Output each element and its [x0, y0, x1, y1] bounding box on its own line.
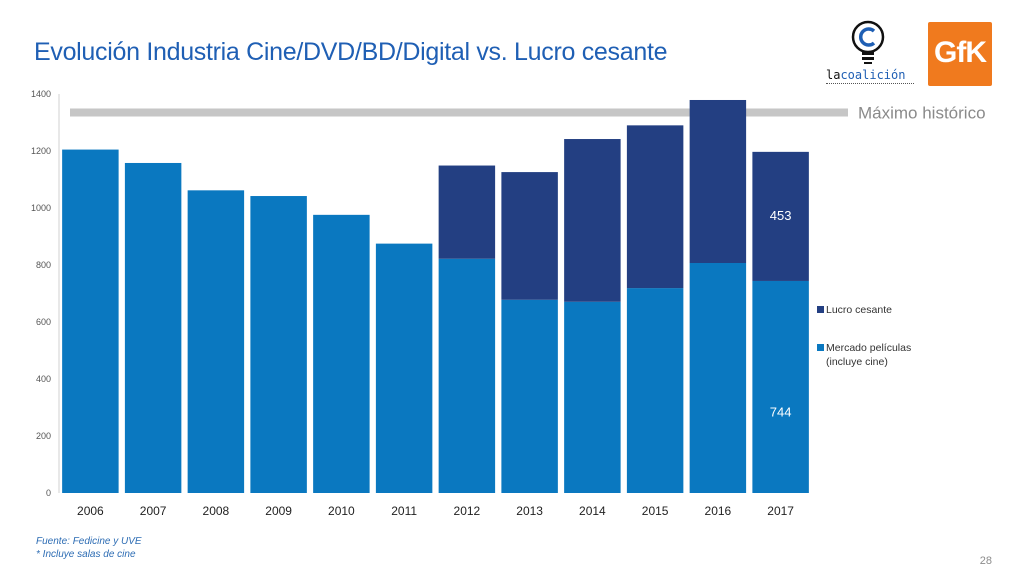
data-label-lucro: 453 — [770, 208, 792, 223]
y-tick-label: 600 — [36, 317, 51, 327]
y-tick-label: 1000 — [31, 203, 51, 213]
data-label-mercado: 744 — [770, 405, 792, 420]
x-tick-label: 2012 — [454, 504, 481, 518]
footnote-text: * Incluye salas de cine — [36, 549, 136, 560]
x-tick-label: 2006 — [77, 504, 104, 518]
bar-lucro-2014 — [564, 139, 621, 302]
lacoalicion-logo: lacoalición — [826, 20, 916, 90]
bar-mercado-2006 — [62, 149, 119, 493]
x-tick-label: 2013 — [516, 504, 543, 518]
bar-lucro-2017 — [752, 151, 809, 281]
gfk-logo-text: GfK — [934, 36, 987, 69]
bar-mercado-2012 — [438, 258, 496, 493]
legend-label: (incluye cine) — [826, 356, 888, 368]
x-tick-label: 2014 — [579, 504, 606, 518]
x-tick-label: 2015 — [642, 504, 669, 518]
bar-mercado-2009 — [250, 196, 307, 493]
bar-mercado-2014 — [564, 301, 621, 493]
bar-mercado-2015 — [626, 288, 684, 493]
page-number: 28 — [979, 555, 992, 567]
lacoalicion-wordmark: lacoalición — [826, 68, 906, 82]
bar-lucro-2012 — [438, 165, 496, 259]
gfk-logo: GfK — [928, 22, 992, 86]
y-tick-label: 1400 — [31, 89, 51, 99]
x-tick-label: 2010 — [328, 504, 355, 518]
bar-mercado-2016 — [689, 263, 747, 493]
legend-swatch-0 — [817, 306, 824, 313]
y-tick-label: 400 — [36, 374, 51, 384]
y-tick-label: 1200 — [31, 146, 51, 156]
legend-swatch-1 — [817, 344, 824, 351]
bar-mercado-2010 — [313, 214, 370, 493]
x-tick-label: 2009 — [265, 504, 292, 518]
bar-mercado-2013 — [501, 299, 558, 493]
x-tick-label: 2008 — [203, 504, 230, 518]
x-tick-label: 2007 — [140, 504, 167, 518]
x-tick-label: 2011 — [391, 504, 417, 518]
y-tick-label: 800 — [36, 260, 51, 270]
legend-label: Mercado películas — [826, 342, 911, 354]
bar-mercado-2007 — [124, 162, 182, 493]
lacoalicion-tagline — [826, 83, 914, 87]
bar-mercado-2017 — [752, 280, 809, 493]
bar-lucro-2015 — [626, 125, 684, 289]
x-tick-label: 2017 — [767, 504, 794, 518]
historic-max-label: Máximo histórico — [858, 104, 986, 123]
bar-lucro-2016 — [689, 99, 747, 264]
y-tick-label: 0 — [46, 488, 51, 498]
x-tick-label: 2016 — [705, 504, 732, 518]
source-note: Fuente: Fedicine y UVE * Incluye salas d… — [36, 535, 142, 561]
bar-mercado-2011 — [375, 243, 433, 493]
lightbulb-icon — [851, 20, 885, 64]
page-title: Evolución Industria Cine/DVD/BD/Digital … — [34, 38, 668, 66]
legend-label: Lucro cesante — [826, 304, 892, 316]
y-tick-label: 200 — [36, 431, 51, 441]
bar-lucro-2013 — [501, 172, 558, 300]
source-text: Fuente: Fedicine y UVE — [36, 536, 142, 547]
bar-mercado-2008 — [187, 190, 245, 493]
